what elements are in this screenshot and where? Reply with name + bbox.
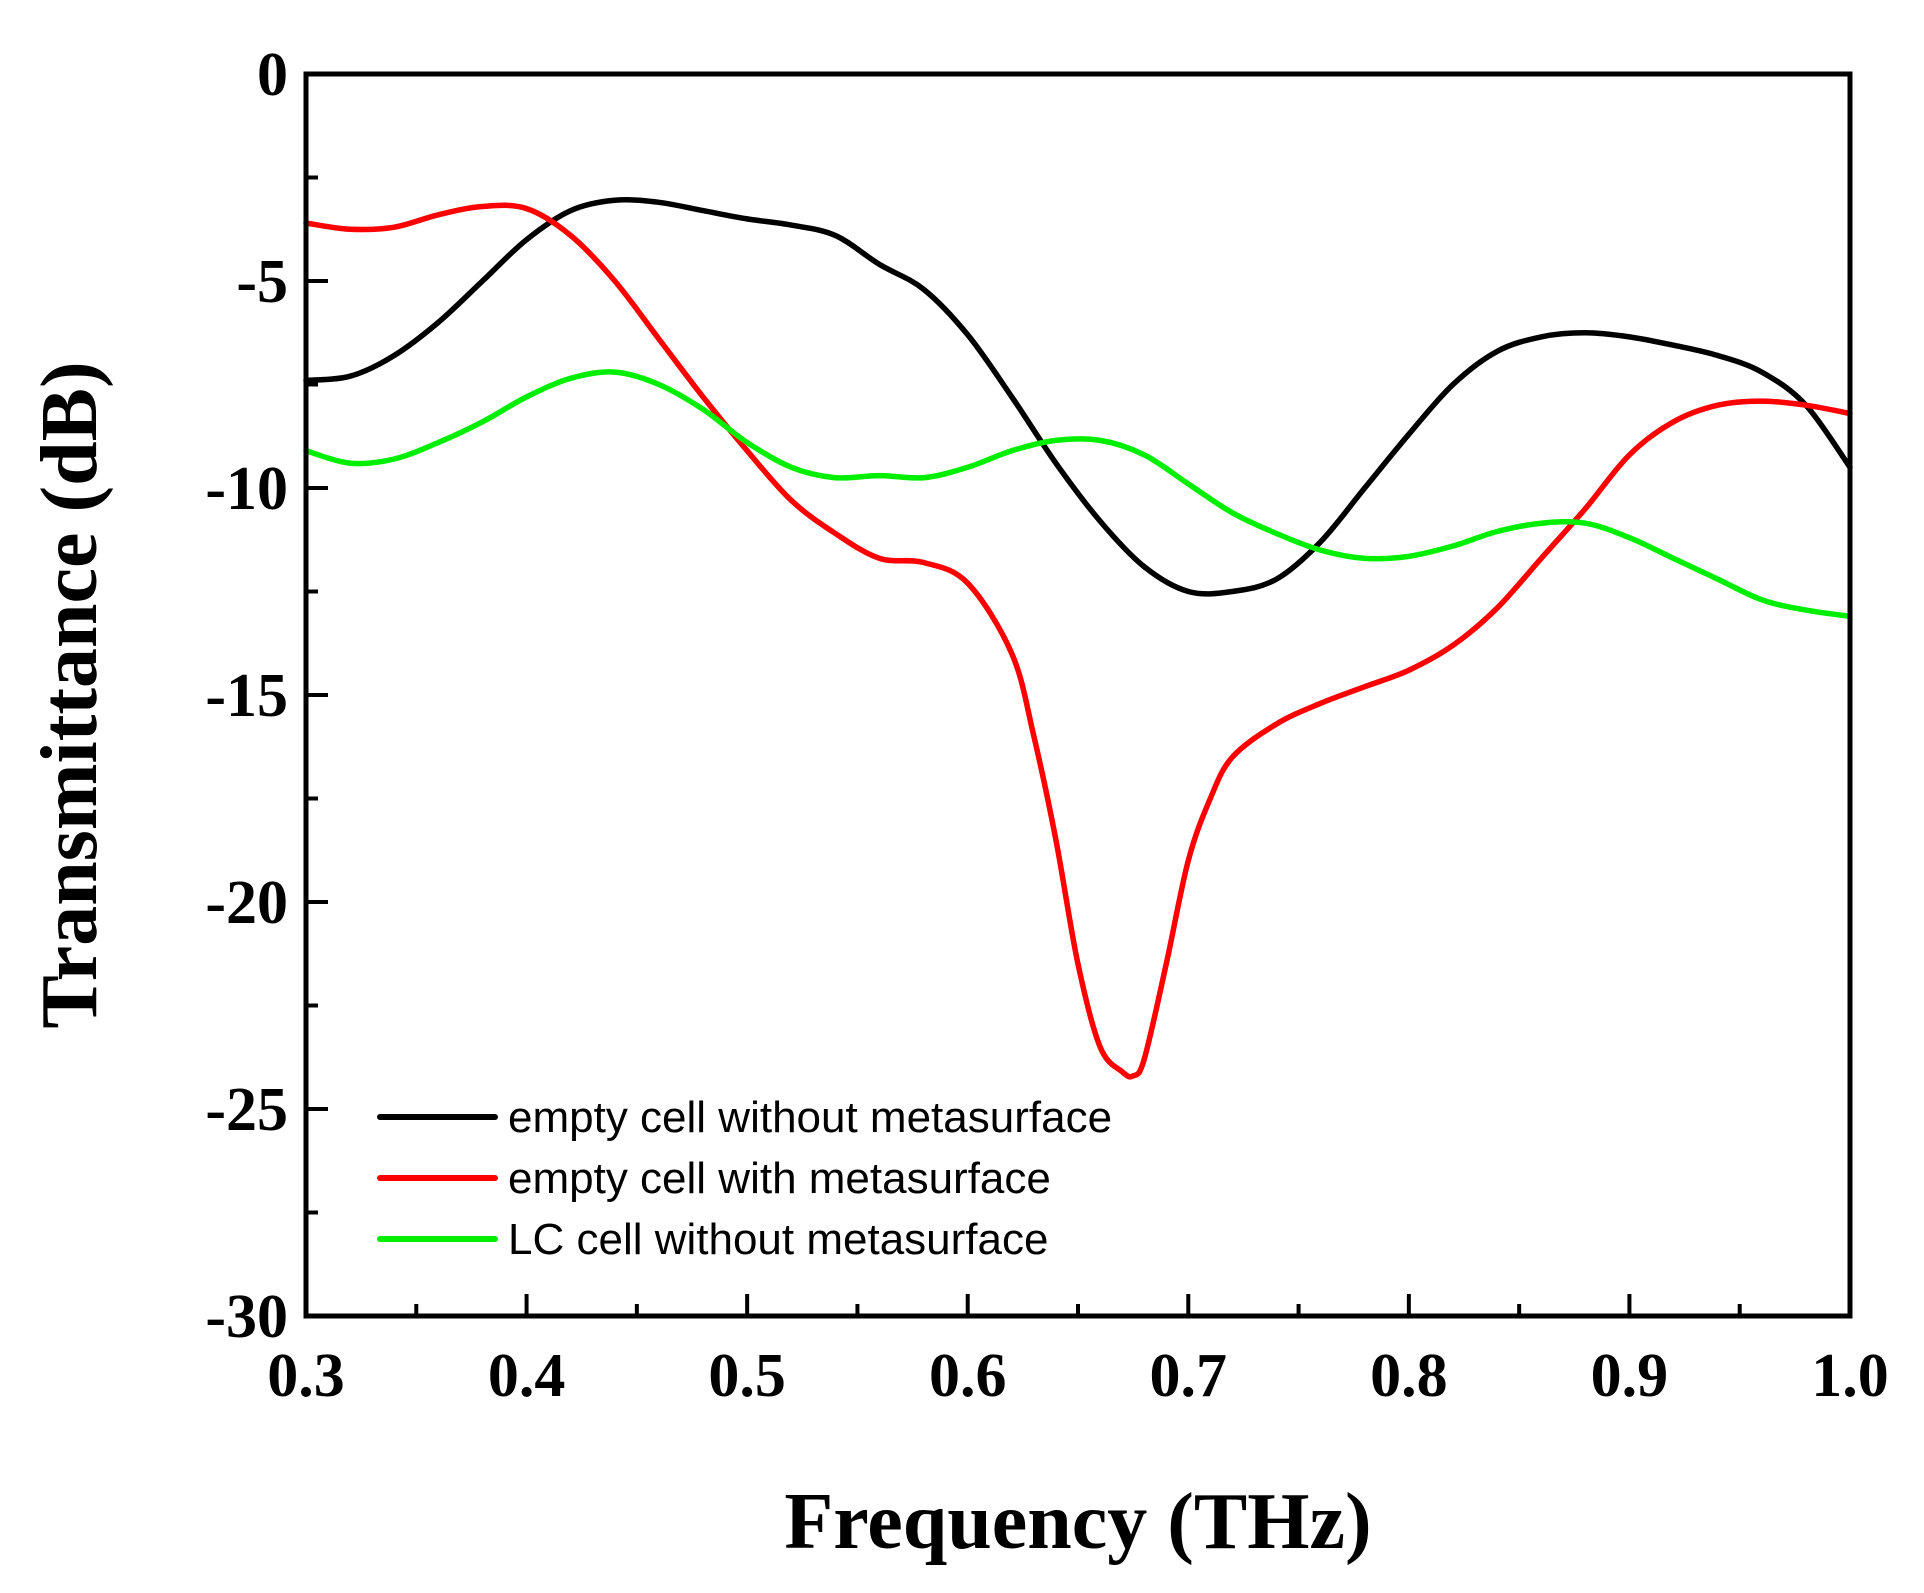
y-tick-label-0: 0 [257, 41, 288, 109]
series-line-1 [303, 202, 1853, 1080]
y-tick-label-3: -15 [205, 662, 288, 730]
x-tick-label-6: 0.9 [1591, 1342, 1669, 1410]
y-axis-title: Transmittance (dB) [26, 361, 114, 1028]
legend-label-0: empty cell without metasurface [508, 1093, 1112, 1142]
x-axis-title: Frequency (THz) [784, 1478, 1371, 1566]
y-tick-label-5: -25 [205, 1076, 288, 1144]
tick-layer [304, 72, 1852, 1318]
y-tick-label-6: -30 [205, 1283, 288, 1351]
x-tick-label-4: 0.7 [1150, 1342, 1228, 1410]
series-line-0 [303, 197, 1853, 597]
legend-label-2: LC cell without metasurface [508, 1215, 1048, 1264]
y-tick-label-1: -5 [236, 248, 288, 316]
tick-label-layer: 0.3 0.4 0.5 0.6 0.7 0.8 0.9 1.0 0 -5 -10 -15 -20 -25 -… [205, 41, 1888, 1410]
legend-label-1: empty cell with metasurface [508, 1154, 1051, 1203]
legend: empty cell without metasurface empty cel… [377, 1093, 1112, 1264]
x-tick-label-3: 0.6 [929, 1342, 1007, 1410]
series-layer [303, 197, 1853, 1080]
x-tick-label-2: 0.5 [708, 1342, 786, 1410]
y-tick-label-4: -20 [205, 869, 288, 937]
x-tick-label-0: 0.3 [267, 1342, 345, 1410]
x-tick-label-5: 0.8 [1370, 1342, 1448, 1410]
series-line-2 [303, 369, 1853, 620]
x-tick-label-1: 0.4 [488, 1342, 566, 1410]
x-tick-label-7: 1.0 [1811, 1342, 1889, 1410]
y-tick-label-2: -10 [205, 455, 288, 523]
